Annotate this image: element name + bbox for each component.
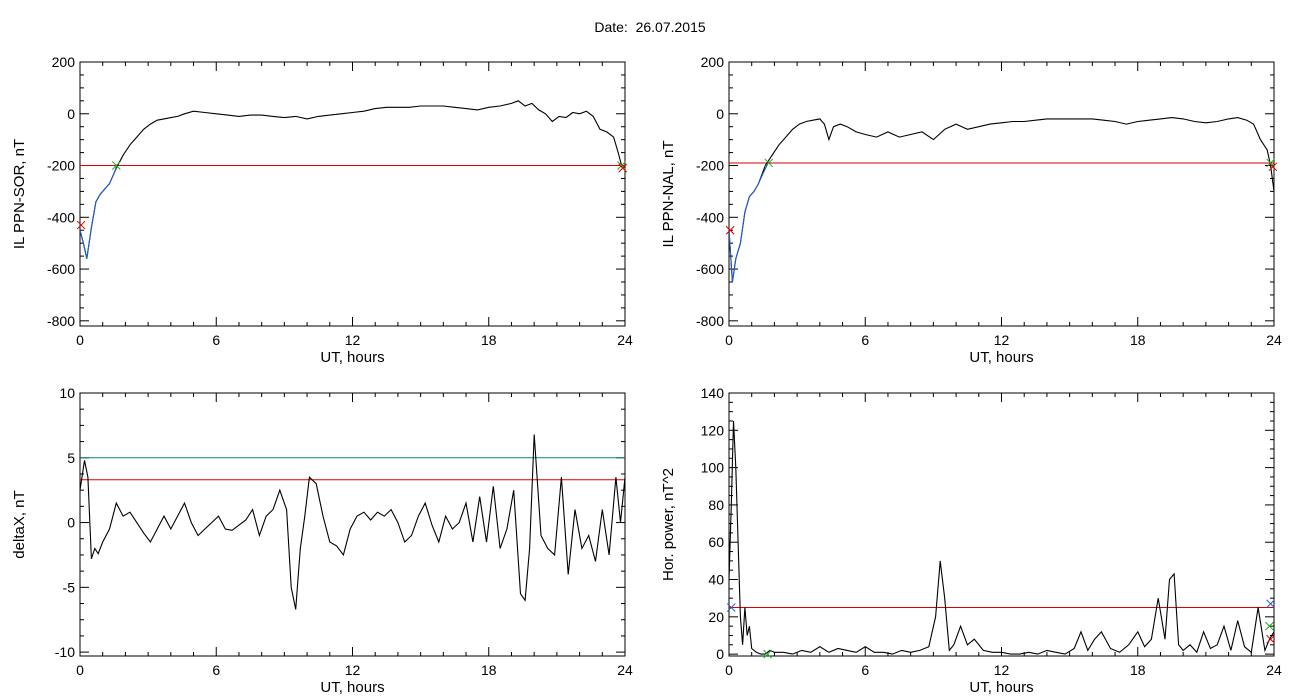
cross-marker xyxy=(1265,621,1274,631)
x-tick-label: 0 xyxy=(725,662,733,678)
x-tick-label: 18 xyxy=(481,662,497,678)
x-tick-label: 12 xyxy=(345,662,361,678)
y-axis-label: Hor. power, nT^2 xyxy=(660,468,677,581)
x-tick-label: 18 xyxy=(481,332,497,348)
x-tick-label: 12 xyxy=(994,332,1010,348)
plot-frame xyxy=(79,61,626,327)
y-tick-label: -800 xyxy=(696,313,724,329)
x-tick-label: 24 xyxy=(617,662,633,678)
series-line xyxy=(729,117,1274,283)
series-line xyxy=(80,166,117,259)
y-tick-label: -200 xyxy=(696,158,724,174)
cross-marker xyxy=(76,220,86,230)
x-tick-label: 0 xyxy=(76,662,84,678)
y-tick-label: 120 xyxy=(701,422,725,438)
main-title: Date: 26.07.2015 xyxy=(594,19,706,35)
y-tick-label: -200 xyxy=(47,158,75,174)
y-tick-label: -600 xyxy=(47,261,75,277)
x-tick-label: 18 xyxy=(1130,332,1146,348)
series-line xyxy=(729,420,1274,655)
panel-delta-x: 0 6 12 18 24 -10 -5 0 5 10 UT, hours deltaX, nT xyxy=(11,385,633,696)
y-tick-label: -400 xyxy=(47,209,75,225)
y-tick-label: 200 xyxy=(52,54,76,70)
x-tick-label: 18 xyxy=(1130,662,1146,678)
plot-frame xyxy=(728,61,1275,327)
x-tick-label: 12 xyxy=(994,662,1010,678)
x-axis-label: UT, hours xyxy=(969,679,1033,696)
cross-marker xyxy=(1266,158,1275,168)
y-axis-label: deltaX, nT xyxy=(11,490,28,558)
series-line xyxy=(80,434,625,610)
y-tick-label: 20 xyxy=(708,609,724,625)
x-tick-label: 12 xyxy=(345,332,361,348)
y-tick-label: -5 xyxy=(63,579,76,595)
y-tick-label: -10 xyxy=(55,644,75,660)
cross-marker xyxy=(618,163,628,173)
cross-marker xyxy=(1266,599,1275,609)
y-tick-label: 0 xyxy=(716,106,724,122)
series-line xyxy=(80,100,625,259)
x-tick-label: 24 xyxy=(1266,662,1282,678)
y-tick-label: 0 xyxy=(67,515,75,531)
y-tick-label: -400 xyxy=(696,209,724,225)
y-tick-label: 5 xyxy=(67,450,75,466)
y-axis-label: IL PPN-SOR, nT xyxy=(11,139,28,249)
plot-frame xyxy=(728,392,1275,657)
x-axis-label: UT, hours xyxy=(320,679,384,696)
y-tick-label: 140 xyxy=(701,385,725,401)
x-tick-label: 6 xyxy=(861,332,869,348)
cross-marker xyxy=(111,161,121,170)
x-tick-label: 0 xyxy=(76,332,84,348)
x-tick-label: 0 xyxy=(725,332,733,348)
x-axis-label: UT, hours xyxy=(969,349,1033,366)
x-tick-label: 24 xyxy=(617,332,633,348)
cross-marker xyxy=(1266,634,1275,644)
panel-hor-power: 0 6 12 18 24 0 20 40 60 80 100 120 140 UT, hours Hor. … xyxy=(660,385,1282,696)
panel-il-ppn-nal: 0 6 12 18 24 -800 -600 -400 -200 0 200 UT, hours IL … xyxy=(660,54,1282,366)
y-tick-label: -800 xyxy=(47,313,75,329)
cross-marker xyxy=(725,225,735,235)
y-tick-label: 40 xyxy=(708,572,724,588)
y-tick-label: 10 xyxy=(59,385,75,401)
cross-marker xyxy=(617,161,626,170)
x-tick-label: 6 xyxy=(212,332,220,348)
cross-marker xyxy=(726,603,736,612)
x-tick-label: 24 xyxy=(1266,332,1282,348)
y-tick-label: 60 xyxy=(708,534,724,550)
y-tick-label: 80 xyxy=(708,497,724,513)
cross-marker xyxy=(763,649,772,659)
panel-il-ppn-sor: 0 6 12 18 24 -800 -600 -400 -200 0 200 UT, hours IL … xyxy=(11,54,633,366)
y-tick-label: -600 xyxy=(696,261,724,277)
y-tick-label: 0 xyxy=(67,106,75,122)
y-tick-label: 0 xyxy=(716,646,724,662)
series-line xyxy=(729,163,769,283)
y-tick-label: 200 xyxy=(701,54,725,70)
x-tick-label: 6 xyxy=(861,662,869,678)
y-tick-label: 100 xyxy=(701,460,725,476)
x-axis-label: UT, hours xyxy=(320,349,384,366)
cross-marker xyxy=(1268,162,1278,172)
y-axis-label: IL PPN-NAL, nT xyxy=(660,141,677,248)
cross-marker xyxy=(764,158,774,168)
x-tick-label: 6 xyxy=(212,662,220,678)
